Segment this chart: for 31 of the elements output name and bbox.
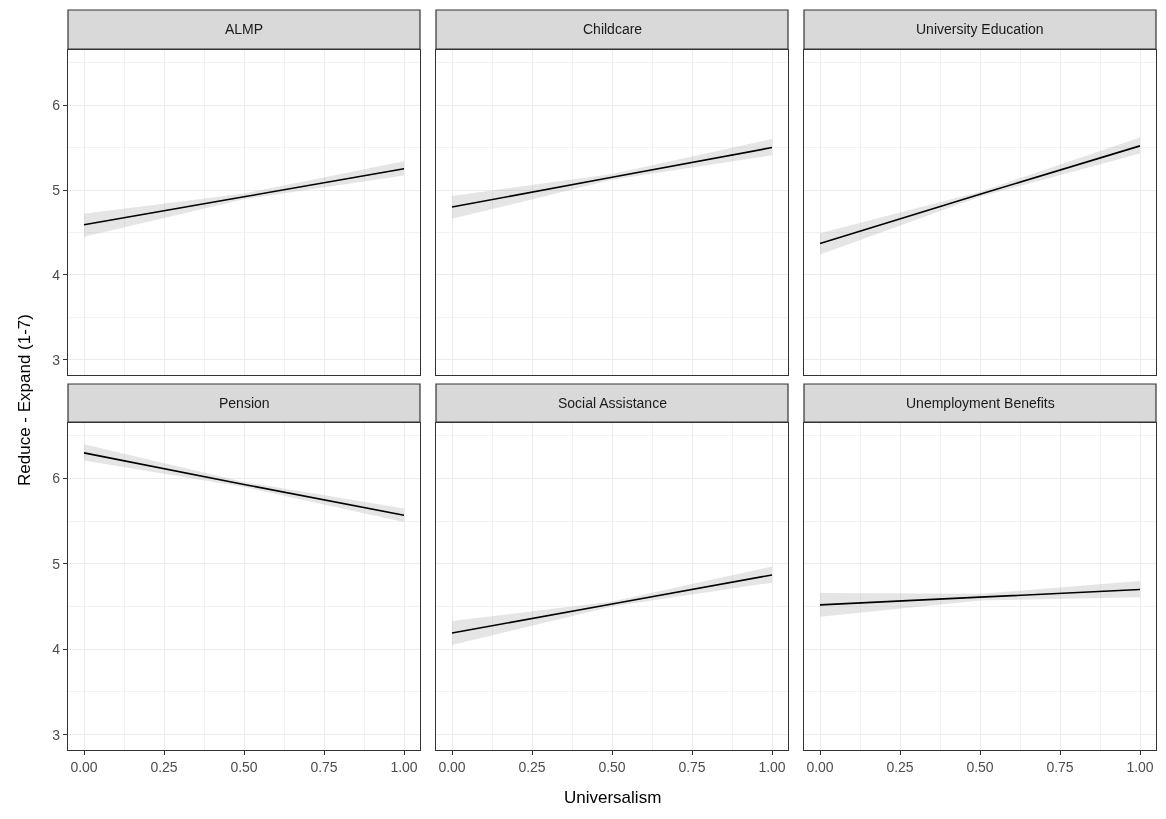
- y-tick-label: 3: [52, 351, 61, 368]
- x-tick-label: 1.00: [390, 758, 418, 775]
- x-tick-label: 0.00: [70, 758, 98, 775]
- chart-title: University Education: [916, 21, 1044, 37]
- y-tick-label: 4: [52, 266, 61, 283]
- y-tick-label: 3: [52, 726, 61, 743]
- x-tick-label: 0.00: [438, 758, 466, 775]
- chart-title: Unemployment Benefits: [906, 395, 1055, 411]
- chart-title: Pension: [219, 395, 270, 411]
- x-tick-label: 1.00: [1126, 758, 1154, 775]
- x-tick-label: 0.50: [230, 758, 258, 775]
- y-axis-title: Reduce - Expand (1-7): [15, 314, 34, 486]
- y-tick-label: 6: [52, 97, 61, 114]
- chart-title: Childcare: [583, 21, 643, 37]
- chart-title: Social Assistance: [558, 395, 668, 411]
- chart-title: ALMP: [225, 21, 264, 37]
- x-tick-label: 0.75: [678, 758, 706, 775]
- x-tick-label: 0.50: [598, 758, 626, 775]
- y-tick-label: 5: [52, 555, 61, 572]
- x-axis-title: Universalism: [564, 788, 662, 807]
- x-tick-label: 0.25: [150, 758, 178, 775]
- y-tick-label: 5: [52, 181, 61, 198]
- x-tick-label: 0.25: [518, 758, 546, 775]
- x-tick-label: 0.75: [1046, 758, 1074, 775]
- x-tick-label: 0.75: [310, 758, 338, 775]
- y-tick-label: 6: [52, 470, 61, 487]
- x-tick-label: 0.25: [886, 758, 914, 775]
- x-tick-label: 1.00: [758, 758, 786, 775]
- y-tick-label: 4: [52, 641, 61, 658]
- x-tick-label: 0.00: [806, 758, 834, 775]
- x-tick-label: 0.50: [966, 758, 994, 775]
